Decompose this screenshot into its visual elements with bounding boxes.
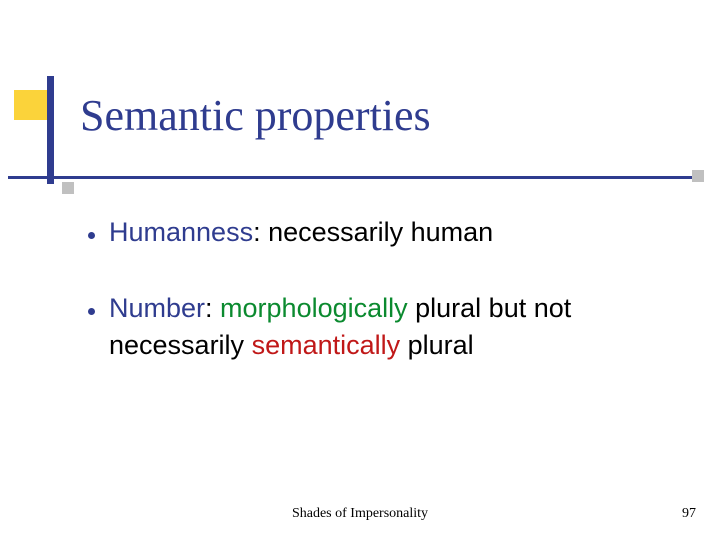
- bullet-dot-icon: [88, 308, 95, 315]
- bullet-item: Number: morphologically plural but not n…: [88, 290, 668, 363]
- bullet-sep: :: [205, 293, 220, 323]
- bullet-lead: Number: [109, 293, 205, 323]
- slide: Semantic properties Humanness: necessari…: [0, 0, 720, 540]
- bullet-rest: : necessarily human: [253, 217, 493, 247]
- slide-body: Humanness: necessarily human Number: mor…: [88, 214, 668, 403]
- accent-navy-horizontal: [8, 176, 698, 179]
- bullet-text: Humanness: necessarily human: [109, 214, 493, 250]
- bullet-item: Humanness: necessarily human: [88, 214, 668, 250]
- bullet-tail: plural: [400, 330, 474, 360]
- bullet-sem: semantically: [252, 330, 401, 360]
- page-number: 97: [682, 506, 696, 522]
- accent-grey-square-right: [692, 170, 704, 182]
- slide-title: Semantic properties: [80, 90, 431, 141]
- bullet-morph: morphologically: [220, 293, 408, 323]
- footer-title: Shades of Impersonality: [0, 506, 720, 522]
- bullet-text: Number: morphologically plural but not n…: [109, 290, 668, 363]
- bullet-lead: Humanness: [109, 217, 253, 247]
- accent-navy-vertical: [47, 76, 54, 184]
- accent-grey-square-left: [62, 182, 74, 194]
- bullet-dot-icon: [88, 232, 95, 239]
